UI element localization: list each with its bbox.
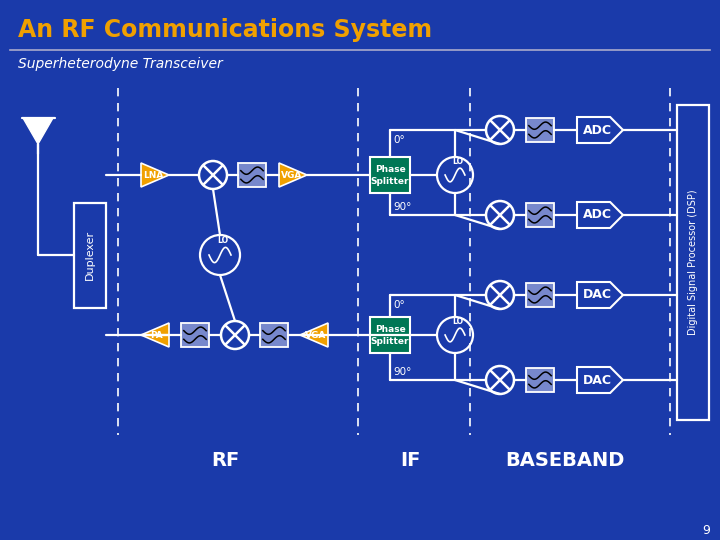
Text: ADC: ADC (582, 208, 612, 221)
Text: 90°: 90° (393, 202, 411, 212)
Bar (526, 203, 554, 227)
Text: Phase: Phase (374, 165, 405, 174)
Bar (260, 323, 288, 347)
Bar (526, 118, 554, 142)
Bar (74, 202, 106, 307)
Polygon shape (577, 367, 623, 393)
Bar (677, 105, 709, 420)
Text: LNA: LNA (143, 171, 163, 179)
Text: LO: LO (452, 157, 463, 166)
Text: Superheterodyne Transceiver: Superheterodyne Transceiver (18, 57, 222, 71)
Bar (238, 163, 266, 187)
Text: 90°: 90° (393, 367, 411, 377)
Text: LO: LO (452, 317, 463, 326)
Text: VGA: VGA (281, 171, 302, 179)
Polygon shape (577, 202, 623, 228)
Text: Splitter: Splitter (371, 336, 409, 346)
Text: Digital Signal Processor (DSP): Digital Signal Processor (DSP) (688, 190, 698, 335)
Text: VGA: VGA (305, 330, 326, 340)
Polygon shape (300, 323, 328, 347)
Polygon shape (23, 118, 53, 144)
Polygon shape (577, 117, 623, 143)
Text: LO: LO (217, 235, 228, 245)
Text: ADC: ADC (582, 124, 612, 137)
Bar (370, 157, 410, 193)
Bar (181, 323, 209, 347)
Text: Duplexer: Duplexer (85, 230, 95, 280)
Text: Splitter: Splitter (371, 177, 409, 186)
Polygon shape (577, 282, 623, 308)
Bar (370, 317, 410, 353)
Polygon shape (279, 163, 307, 187)
Text: 9: 9 (702, 523, 710, 537)
Text: 0°: 0° (393, 300, 405, 310)
Bar (526, 368, 554, 392)
Text: RF: RF (211, 450, 239, 469)
Text: An RF Communications System: An RF Communications System (18, 18, 432, 42)
Text: DAC: DAC (582, 288, 612, 301)
Text: Phase: Phase (374, 326, 405, 334)
Text: BASEBAND: BASEBAND (505, 450, 625, 469)
Text: PA: PA (150, 330, 163, 340)
Text: DAC: DAC (582, 374, 612, 387)
Polygon shape (141, 323, 169, 347)
Text: IF: IF (400, 450, 420, 469)
Polygon shape (141, 163, 169, 187)
Text: 0°: 0° (393, 135, 405, 145)
Bar (526, 283, 554, 307)
